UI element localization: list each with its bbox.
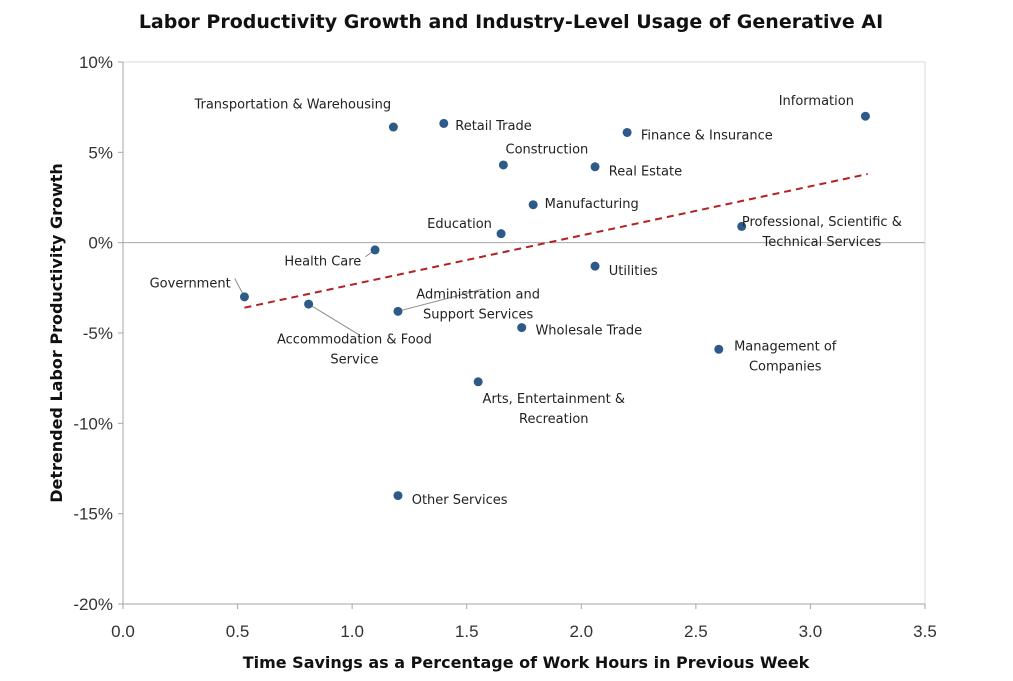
y-tick-label: 0%	[88, 234, 113, 253]
data-point	[393, 491, 403, 501]
data-label: Retail Trade	[455, 119, 531, 134]
x-tick-label: 2.0	[569, 622, 593, 641]
data-point	[304, 299, 314, 309]
y-tick-label: -20%	[73, 595, 113, 614]
trend-line	[244, 173, 868, 309]
data-point	[473, 377, 483, 387]
data-point	[239, 292, 249, 302]
data-label: Other Services	[412, 493, 508, 508]
y-tick-label: 10%	[79, 53, 113, 72]
x-tick-label: 3.0	[799, 622, 823, 641]
x-tick-label: 3.5	[913, 622, 937, 641]
data-point	[393, 306, 403, 316]
x-tick-label: 1.5	[455, 622, 479, 641]
data-label: Management of Companies	[734, 340, 837, 375]
x-tick-label: 1.0	[340, 622, 364, 641]
data-point	[622, 127, 632, 137]
chart-title: Labor Productivity Growth and Industry-L…	[139, 11, 883, 33]
data-point	[737, 221, 747, 231]
data-label: Arts, Entertainment & Recreation	[483, 392, 625, 427]
data-label: Health Care	[284, 255, 361, 270]
data-label: Professional, Scientific & Technical Serv…	[742, 215, 902, 250]
y-axis-title: Detrended Labor Productivity Growth	[47, 163, 66, 503]
data-point	[498, 160, 508, 170]
plot-area: 10% 5% 0% -5% -10% -15% -20% 0.0 0.5 1.0 1.5 2.0 2.5…	[73, 53, 937, 641]
leader-line	[397, 288, 483, 312]
data-label: Education	[427, 217, 492, 232]
data-point	[860, 111, 870, 121]
data-point	[590, 261, 600, 271]
data-label: Government	[150, 276, 231, 291]
data-label: Transportation & Warehousing	[193, 98, 391, 113]
x-tick-label: 0.0	[111, 622, 135, 641]
data-label: Wholesale Trade	[535, 323, 642, 338]
data-point	[528, 200, 538, 210]
y-tick-label: -15%	[73, 505, 113, 524]
data-point	[590, 162, 600, 172]
data-point	[517, 323, 527, 333]
x-tick-label: 0.5	[226, 622, 250, 641]
data-label: Construction	[506, 143, 589, 158]
y-tick-label: -5%	[83, 324, 113, 343]
data-point	[370, 245, 380, 255]
data-point	[496, 229, 506, 239]
data-label: Utilities	[609, 264, 658, 279]
data-label: Information	[779, 94, 854, 109]
data-point	[439, 118, 449, 128]
data-point	[714, 344, 724, 354]
y-tick-label: 5%	[88, 143, 113, 162]
data-label: Accommodation & Food Service	[277, 332, 432, 367]
data-label: Manufacturing	[545, 197, 639, 212]
leader-line	[308, 303, 359, 335]
data-label: Finance & Insurance	[641, 128, 773, 143]
x-tick-label: 2.5	[684, 622, 708, 641]
data-label: Administration and Support Services	[416, 287, 540, 322]
data-point	[388, 122, 398, 132]
y-tick-label: -10%	[73, 414, 113, 433]
data-label: Real Estate	[609, 164, 682, 179]
x-axis-title: Time Savings as a Percentage of Work Hou…	[243, 653, 810, 672]
